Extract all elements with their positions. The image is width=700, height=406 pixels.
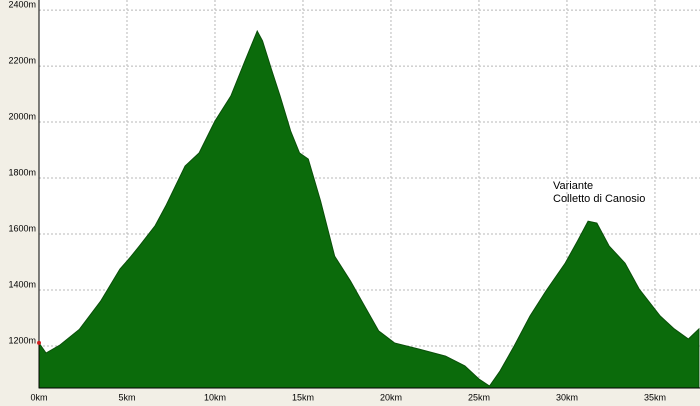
x-tick-label: 25km <box>468 392 490 402</box>
y-tick-label: 1600m <box>8 223 36 233</box>
start-marker <box>37 340 41 345</box>
x-tick-label: 10km <box>204 392 226 402</box>
x-tick-label: 35km <box>644 392 666 402</box>
y-tick-label: 2000m <box>8 111 36 121</box>
x-tick-label: 15km <box>292 392 314 402</box>
x-tick-label: 20km <box>380 392 402 402</box>
y-tick-label: 1800m <box>8 167 36 177</box>
y-tick-label: 1400m <box>8 279 36 289</box>
y-tick-label: 1200m <box>8 335 36 345</box>
axis-panel <box>0 0 39 406</box>
x-tick-label: 5km <box>118 392 135 402</box>
elevation-area <box>38 29 700 389</box>
annotation: Colletto di Canosio <box>553 193 645 205</box>
x-tick-label: 0km <box>30 392 47 402</box>
x-tick-label: 30km <box>556 392 578 402</box>
axis-panel <box>0 388 700 406</box>
annotation: Variante <box>553 180 593 192</box>
y-tick-label: 2400m <box>8 0 36 9</box>
y-tick-label: 2200m <box>8 55 36 65</box>
